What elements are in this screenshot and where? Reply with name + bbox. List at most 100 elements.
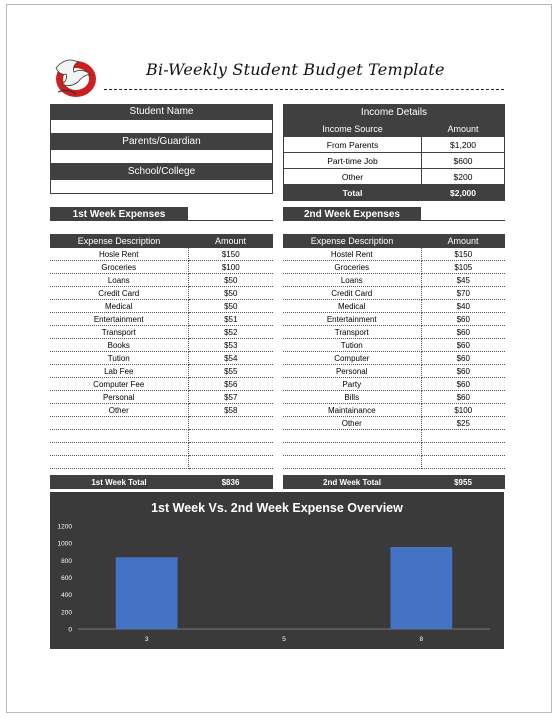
week2-expense-table: Expense Description Amount Hostel Rent $1…: [283, 234, 505, 489]
week1-expense-row: [50, 416, 273, 430]
week1-expense-row: Loans $50: [50, 273, 273, 287]
expense-description: Medical: [283, 299, 422, 313]
week2-expense-row: Credit Card $70: [283, 286, 505, 300]
week1-expense-row: [50, 429, 273, 443]
expense-amount: $55: [188, 364, 273, 378]
expense-description: [50, 442, 189, 456]
week1-expense-row: [50, 442, 273, 456]
y-tick-label: 200: [61, 609, 72, 616]
y-tick-label: 800: [61, 558, 72, 565]
week2-expense-row: Transport $60: [283, 325, 505, 339]
expense-description: Credit Card: [283, 286, 422, 300]
expense-amount: $54: [188, 351, 273, 365]
expense-description: Loans: [50, 273, 189, 287]
expense-description: Lab Fee: [50, 364, 189, 378]
expense-amount: [421, 429, 505, 443]
y-tick-label: 1200: [58, 524, 73, 531]
week1-expense-row: Medical $50: [50, 299, 273, 313]
expense-amount: $60: [421, 338, 505, 352]
expense-description: [283, 442, 422, 456]
expense-amount: $57: [188, 390, 273, 404]
expense-amount: $52: [188, 325, 273, 339]
expense-description: Loans: [283, 273, 422, 287]
week1-amount-col-header: Amount: [188, 234, 273, 248]
expense-description: Party: [283, 377, 422, 391]
week1-expense-row: Hosle Rent $150: [50, 248, 273, 261]
bar: [115, 557, 178, 629]
expense-description: [50, 455, 189, 469]
student-name-header: Student Name: [50, 104, 273, 119]
week1-expense-row: Personal $57: [50, 390, 273, 404]
expense-description: [50, 429, 189, 443]
expense-description: Transport: [50, 325, 189, 339]
week1-desc-col-header: Expense Description: [50, 234, 188, 248]
week2-desc-col-header: Expense Description: [283, 234, 421, 248]
x-tick-label: 3: [145, 636, 149, 643]
income-row: Other $200: [283, 168, 505, 185]
income-row: From Parents $1,200: [283, 136, 505, 153]
week2-expense-row: Medical $40: [283, 299, 505, 313]
expense-description: Entertainment: [283, 312, 422, 326]
expense-amount: $60: [421, 351, 505, 365]
bar: [390, 547, 453, 629]
expense-amount: [188, 416, 273, 430]
expense-description: Hosle Rent: [50, 248, 189, 261]
parents-guardian-field[interactable]: [50, 149, 273, 164]
expense-description: Tution: [50, 351, 189, 365]
expense-description: [283, 429, 422, 443]
week2-expense-row: Groceries $105: [283, 260, 505, 274]
expense-description: Computer Fee: [50, 377, 189, 391]
income-source: Other: [283, 168, 422, 185]
expense-amount: $50: [188, 299, 273, 313]
week1-section-underline: [188, 220, 273, 221]
income-source: Part-time Job: [283, 152, 422, 169]
expense-amount: $45: [421, 273, 505, 287]
parents-guardian-header: Parents/Guardian: [50, 134, 273, 149]
expense-chart-svg: 1st Week Vs. 2nd Week Expense Overview 0 2…: [58, 501, 490, 643]
week2-expense-row: Maintainance $100: [283, 403, 505, 417]
week2-expense-row: [283, 442, 505, 456]
expense-description: Books: [50, 338, 189, 352]
expense-amount: $56: [188, 377, 273, 391]
school-college-field[interactable]: [50, 179, 273, 194]
expense-amount: $50: [188, 273, 273, 287]
expense-amount: $51: [188, 312, 273, 326]
dragon-logo-icon: [55, 59, 96, 97]
week1-total-label: 1st Week Total: [50, 475, 188, 489]
expense-description: Transport: [283, 325, 422, 339]
week2-expense-row: Loans $45: [283, 273, 505, 287]
student-name-field[interactable]: [50, 119, 273, 134]
chart-title: 1st Week Vs. 2nd Week Expense Overview: [151, 501, 403, 515]
expense-amount: $50: [188, 286, 273, 300]
week1-expense-row: Transport $52: [50, 325, 273, 339]
school-college-header: School/College: [50, 164, 273, 179]
week2-section: 2nd Week Expenses: [283, 207, 505, 221]
title-divider: [104, 89, 504, 90]
week2-expense-row: Other $25: [283, 416, 505, 430]
expense-amount: $53: [188, 338, 273, 352]
expense-amount: [421, 442, 505, 456]
y-tick-label: 600: [61, 575, 72, 582]
week2-total-value: $955: [421, 475, 505, 489]
week2-expense-row: Computer $60: [283, 351, 505, 365]
week1-expense-row: Credit Card $50: [50, 286, 273, 300]
income-row: Part-time Job $600: [283, 152, 505, 169]
expense-description: Hostel Rent: [283, 248, 422, 261]
expense-amount: $70: [421, 286, 505, 300]
week2-expense-row: Personal $60: [283, 364, 505, 378]
expense-amount: $58: [188, 403, 273, 417]
week2-expense-row: Tution $60: [283, 338, 505, 352]
expense-description: Entertainment: [50, 312, 189, 326]
expense-amount: $60: [421, 312, 505, 326]
expense-description: Groceries: [50, 260, 189, 274]
week1-expense-row: Computer Fee $56: [50, 377, 273, 391]
expense-description: Credit Card: [50, 286, 189, 300]
week2-expense-row: Party $60: [283, 377, 505, 391]
y-tick-label: 1000: [58, 541, 73, 548]
expense-amount: $150: [188, 248, 273, 261]
expense-overview-chart: 1st Week Vs. 2nd Week Expense Overview 0 2…: [50, 492, 504, 649]
expense-amount: $105: [421, 260, 505, 274]
week2-expense-row: [283, 429, 505, 443]
income-amount-col-header: Amount: [421, 120, 505, 137]
week2-expense-row: Entertainment $60: [283, 312, 505, 326]
